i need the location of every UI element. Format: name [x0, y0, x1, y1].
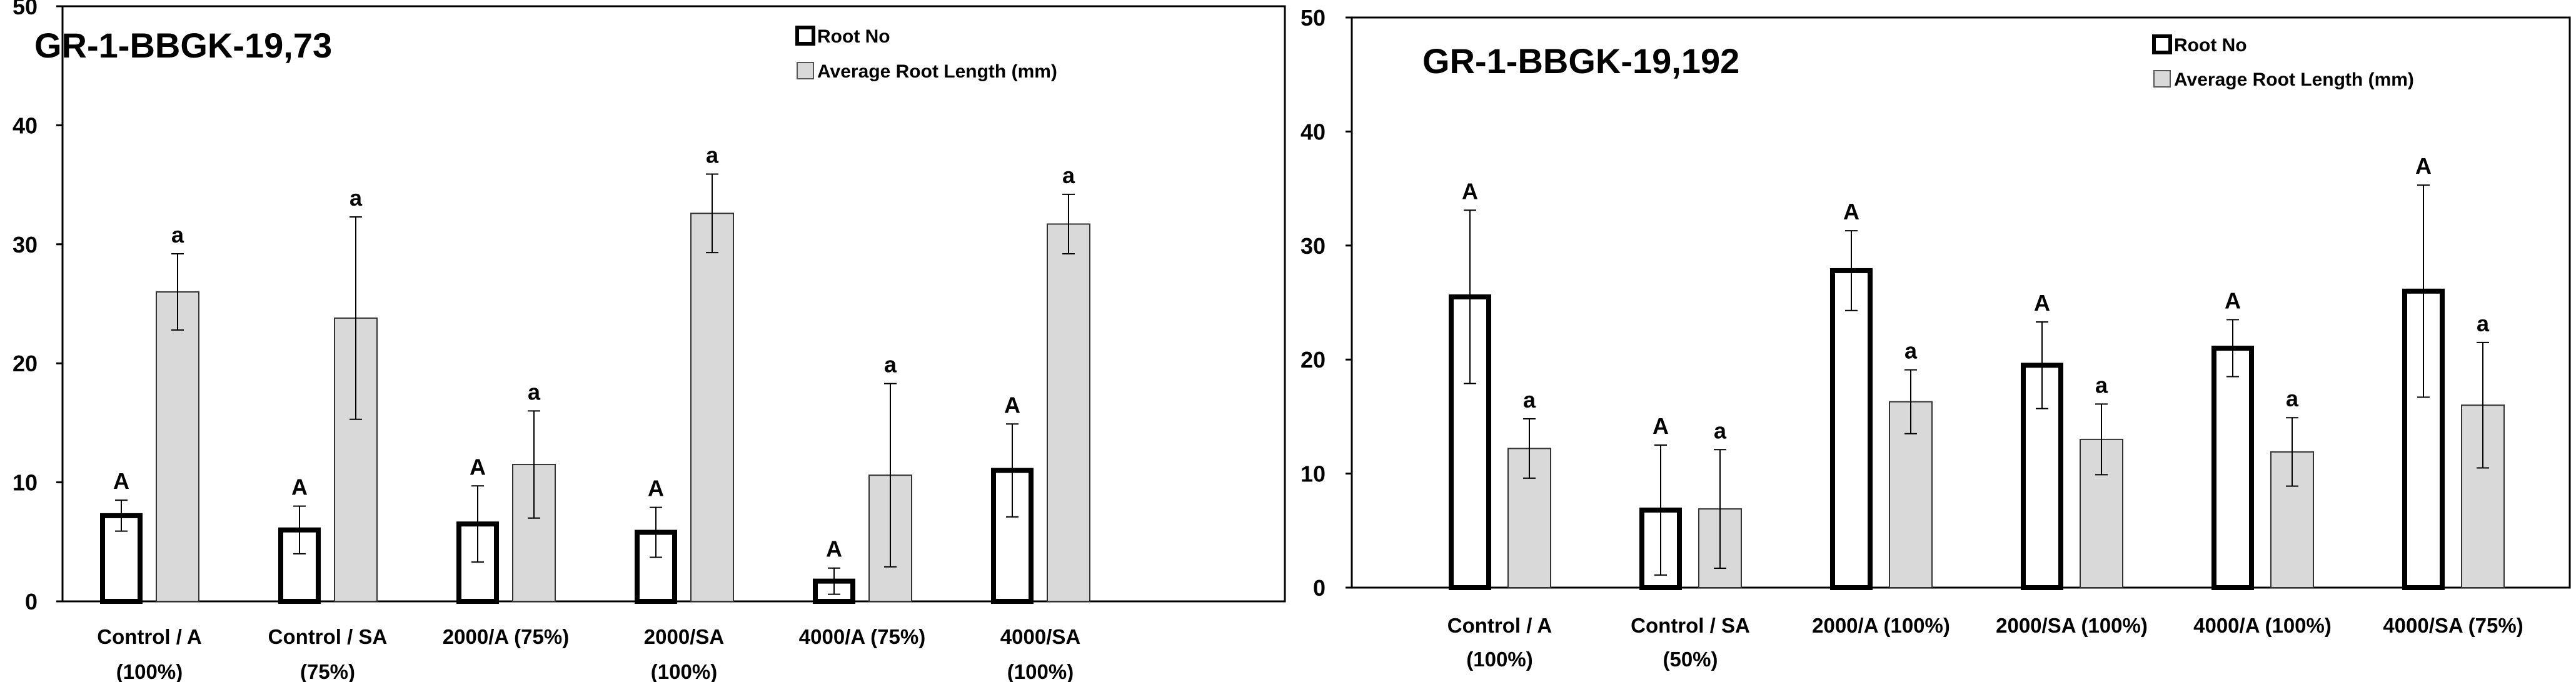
chart-2-category-label: 2000/A (100%)	[1812, 614, 1950, 637]
chart-2-y-tick-label: 30	[1301, 233, 1326, 259]
chart-1-legend-swatch-root-no	[795, 26, 815, 46]
chart-1-bar-root-length	[156, 291, 199, 602]
chart-2-legend: Root No Average Root Length (mm)	[2152, 34, 2414, 90]
chart-2-significance-letter: A	[1653, 413, 1669, 439]
chart-2-plot-frame	[1351, 16, 2571, 589]
chart-2-legend-label-root-length: Average Root Length (mm)	[2174, 69, 2414, 90]
chart-2-significance-letter: A	[1462, 178, 1478, 204]
chart-2-legend-label-root-no: Root No	[2174, 35, 2247, 56]
chart-1-category-label: 2000/A (75%)	[443, 625, 569, 648]
chart-1-significance-letter: A	[648, 476, 664, 501]
chart-2-y-tick-label: 0	[1313, 575, 1326, 601]
chart-1-significance-letter: a	[528, 379, 541, 404]
chart-2-significance-letter: a	[1714, 418, 1727, 443]
chart-1-significance-letter: A	[113, 468, 129, 494]
chart-2-significance-letter: a	[1904, 338, 1918, 364]
chart-1-bar-root-length	[1047, 223, 1090, 602]
chart-1-bar-root-no	[991, 468, 1034, 604]
chart-2-bar-root-no	[2211, 345, 2254, 591]
chart-1-significance-letter: a	[884, 352, 897, 378]
chart-2-significance-letter: A	[1843, 199, 1859, 224]
chart-1-bar-root-length	[690, 213, 734, 602]
chart-1-category-label-line2: (100%)	[651, 660, 717, 682]
chart-2-title: GR-1-BBGK-19,192	[1422, 41, 1739, 81]
chart-1-legend: Root No Average Root Length (mm)	[795, 26, 1057, 82]
chart-1-significance-letter: A	[291, 474, 308, 500]
chart-1-category-label-line2: (75%)	[300, 660, 355, 682]
chart-2-category-label-line2: (100%)	[1466, 648, 1532, 671]
chart-1-category-label: 2000/SA	[644, 625, 724, 648]
chart-2-category-label: 2000/SA (100%)	[1996, 614, 2148, 637]
chart-2-significance-letter: a	[2477, 311, 2490, 336]
chart-1-significance-letter: a	[171, 222, 184, 248]
chart-1-category-label: Control / A	[97, 625, 201, 648]
chart-2-y-tick-label: 10	[1301, 461, 1326, 487]
chart-1-significance-letter: A	[470, 454, 486, 479]
chart-2-significance-letter: a	[2095, 372, 2108, 398]
chart-1-category-label-line2: (100%)	[1007, 660, 1074, 682]
chart-2-category-label-line2: (50%)	[1663, 648, 1718, 671]
chart-2-category-label: Control / SA	[1631, 614, 1750, 637]
chart-2-category-label: 4000/SA (75%)	[2383, 614, 2523, 637]
chart-1: 0 10 20 30 40 50 GR-1-BBGK-19,73 Root No Average…	[13, 0, 1286, 682]
chart-1-title: GR-1-BBGK-19,73	[34, 26, 332, 65]
chart-1-significance-letter: a	[706, 142, 719, 168]
chart-2-y-tick-label: 20	[1301, 347, 1326, 373]
chart-1-y-tick-label: 50	[13, 0, 38, 19]
chart-2-legend-swatch-root-no	[2152, 34, 2172, 54]
chart-1-category-label: Control / SA	[268, 625, 388, 648]
chart-1-significance-letter: a	[350, 185, 363, 211]
chart-1-y-tick-label: 30	[13, 232, 38, 258]
chart-2-significance-letter: A	[2034, 290, 2050, 316]
chart-1-category-label: 4000/SA	[1000, 625, 1080, 648]
chart-2-significance-letter: a	[1523, 387, 1536, 413]
chart-2-category-label: Control / A	[1447, 614, 1552, 637]
chart-1-y-tick-label: 40	[13, 113, 38, 138]
chart-1-y-tick-label: 0	[25, 589, 38, 614]
chart-1-legend-label-root-no: Root No	[817, 26, 890, 47]
chart-2-significance-letter: a	[2286, 386, 2299, 411]
chart-2-legend-swatch-root-length	[2153, 70, 2171, 88]
chart-1-legend-swatch-root-length	[797, 62, 814, 79]
chart-2: 0 10 20 30 40 50 GR-1-BBGK-19,192 Root No Averag…	[1301, 5, 2571, 671]
chart-1-significance-letter: A	[1004, 392, 1020, 418]
chart-1-significance-letter: A	[826, 536, 842, 562]
chart-1-category-label: 4000/A (75%)	[799, 625, 925, 648]
chart-1-category-label-line2: (100%)	[116, 660, 183, 682]
chart-1-y-tick-label: 20	[13, 351, 38, 376]
chart-2-y-tick-label: 50	[1301, 5, 1326, 31]
chart-2-category-label: 4000/A (100%)	[2193, 614, 2332, 637]
chart-2-y-tick-label: 40	[1301, 119, 1326, 144]
chart-2-bar-root-no	[1830, 268, 1873, 590]
chart-2-significance-letter: A	[2415, 153, 2432, 179]
chart-1-legend-label-root-length: Average Root Length (mm)	[817, 61, 1057, 82]
chart-2-significance-letter: A	[2225, 288, 2241, 313]
chart-1-y-tick-label: 10	[13, 470, 38, 496]
chart-1-significance-letter: a	[1062, 163, 1075, 188]
